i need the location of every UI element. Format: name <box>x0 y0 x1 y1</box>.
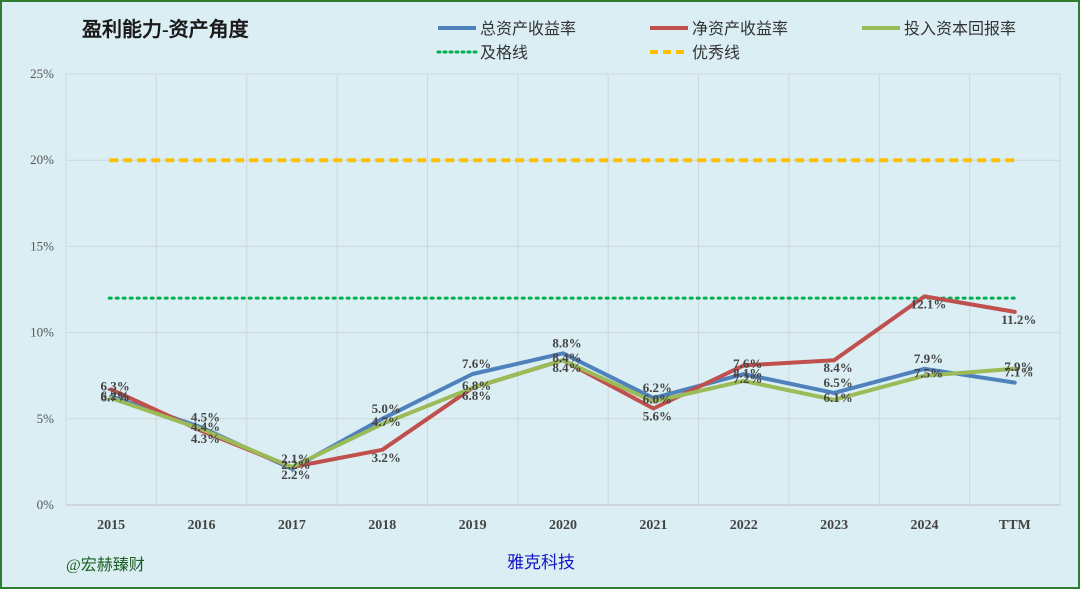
watermark-text: @宏赫臻财 <box>66 556 145 574</box>
data-label: 6.5% <box>823 375 852 390</box>
data-label: 8.4% <box>552 360 581 375</box>
x-tick-label: 2015 <box>97 518 125 533</box>
data-label: 7.9% <box>914 351 943 366</box>
x-tick-label: 2018 <box>368 518 396 533</box>
legend: 总资产收益率 净资产收益率 投入资本回报率 及格线 优秀线 <box>436 20 1016 62</box>
data-label: 3.2% <box>372 450 401 465</box>
y-tick-label: 15% <box>30 238 54 253</box>
data-label: 6.3% <box>101 378 130 393</box>
x-tick-label: 2017 <box>278 518 306 533</box>
invested-capital-return-line <box>109 358 1017 470</box>
x-tick-label: 2024 <box>910 518 938 533</box>
x-tick-label: 2016 <box>188 518 216 533</box>
data-label: 6.1% <box>823 390 852 405</box>
data-label: 8.4% <box>823 360 852 375</box>
data-label: 7.2% <box>733 371 762 386</box>
data-label: 7.6% <box>733 356 762 371</box>
data-label: 5.0% <box>372 401 401 416</box>
data-label: 4.7% <box>372 414 401 429</box>
legend-label-pass-line: 及格线 <box>480 44 528 62</box>
x-tick-label: 2022 <box>730 518 758 533</box>
y-tick-label: 5% <box>37 411 55 426</box>
y-tick-label: 25% <box>30 66 54 81</box>
reference-lines <box>107 158 1019 300</box>
data-label: 8.1% <box>733 365 762 380</box>
data-label: 7.5% <box>914 366 943 381</box>
legend-label-net-asset: 净资产收益率 <box>692 20 788 38</box>
legend-label-invested-capital: 投入资本回报率 <box>904 20 1016 38</box>
x-axis-ticks: 2015 2016 2017 2018 2019 2020 2021 2022 2023 2024… <box>97 518 1031 533</box>
y-tick-label: 10% <box>30 325 54 340</box>
x-tick-label: TTM <box>999 518 1031 533</box>
data-label: 4.5% <box>191 409 220 424</box>
data-label: 6.8% <box>462 388 491 403</box>
data-label: 8.8% <box>552 335 581 350</box>
series-lines <box>109 294 1017 471</box>
data-label: 11.2% <box>1001 312 1036 327</box>
y-tick-label: 0% <box>37 497 55 512</box>
data-label: 6.8% <box>462 378 491 393</box>
x-tick-label: 2021 <box>639 518 667 533</box>
x-tick-label: 2023 <box>820 518 848 533</box>
data-label: 6.2% <box>643 380 672 395</box>
data-label: 2.1% <box>281 451 310 466</box>
chart-title: 盈利能力-资产角度 <box>81 17 250 41</box>
legend-label-total-asset: 总资产收益率 <box>480 20 576 38</box>
legend-label-excellent-line: 优秀线 <box>692 44 740 62</box>
data-label: 7.6% <box>462 356 491 371</box>
data-label: 6.7% <box>101 389 130 404</box>
data-label: 2.2% <box>281 457 310 472</box>
company-name: 雅克科技 <box>507 553 575 572</box>
data-label: 2.2% <box>281 467 310 482</box>
data-label: 12.1% <box>911 296 947 311</box>
data-label: 6.2% <box>101 388 130 403</box>
data-label: 8.4% <box>552 350 581 365</box>
data-label: 5.6% <box>643 408 672 423</box>
x-tick-label: 2020 <box>549 518 577 533</box>
y-tick-label: 20% <box>30 152 54 167</box>
data-label: 7.1% <box>1004 365 1033 380</box>
x-tick-label: 2019 <box>459 518 487 533</box>
y-axis-ticks: 0% 5% 10% 15% 20% 25% <box>30 66 54 512</box>
data-label: 4.3% <box>191 431 220 446</box>
data-label: 7.9% <box>1004 359 1033 374</box>
data-label: 6.0% <box>643 392 672 407</box>
grid <box>65 73 1061 506</box>
data-label: 4.4% <box>191 419 220 434</box>
data-labels: 6.3% 4.5% 2.1% 5.0% 7.6% 8.8% 6.2% 7.6% 6.5% 7.9%… <box>101 296 1037 482</box>
